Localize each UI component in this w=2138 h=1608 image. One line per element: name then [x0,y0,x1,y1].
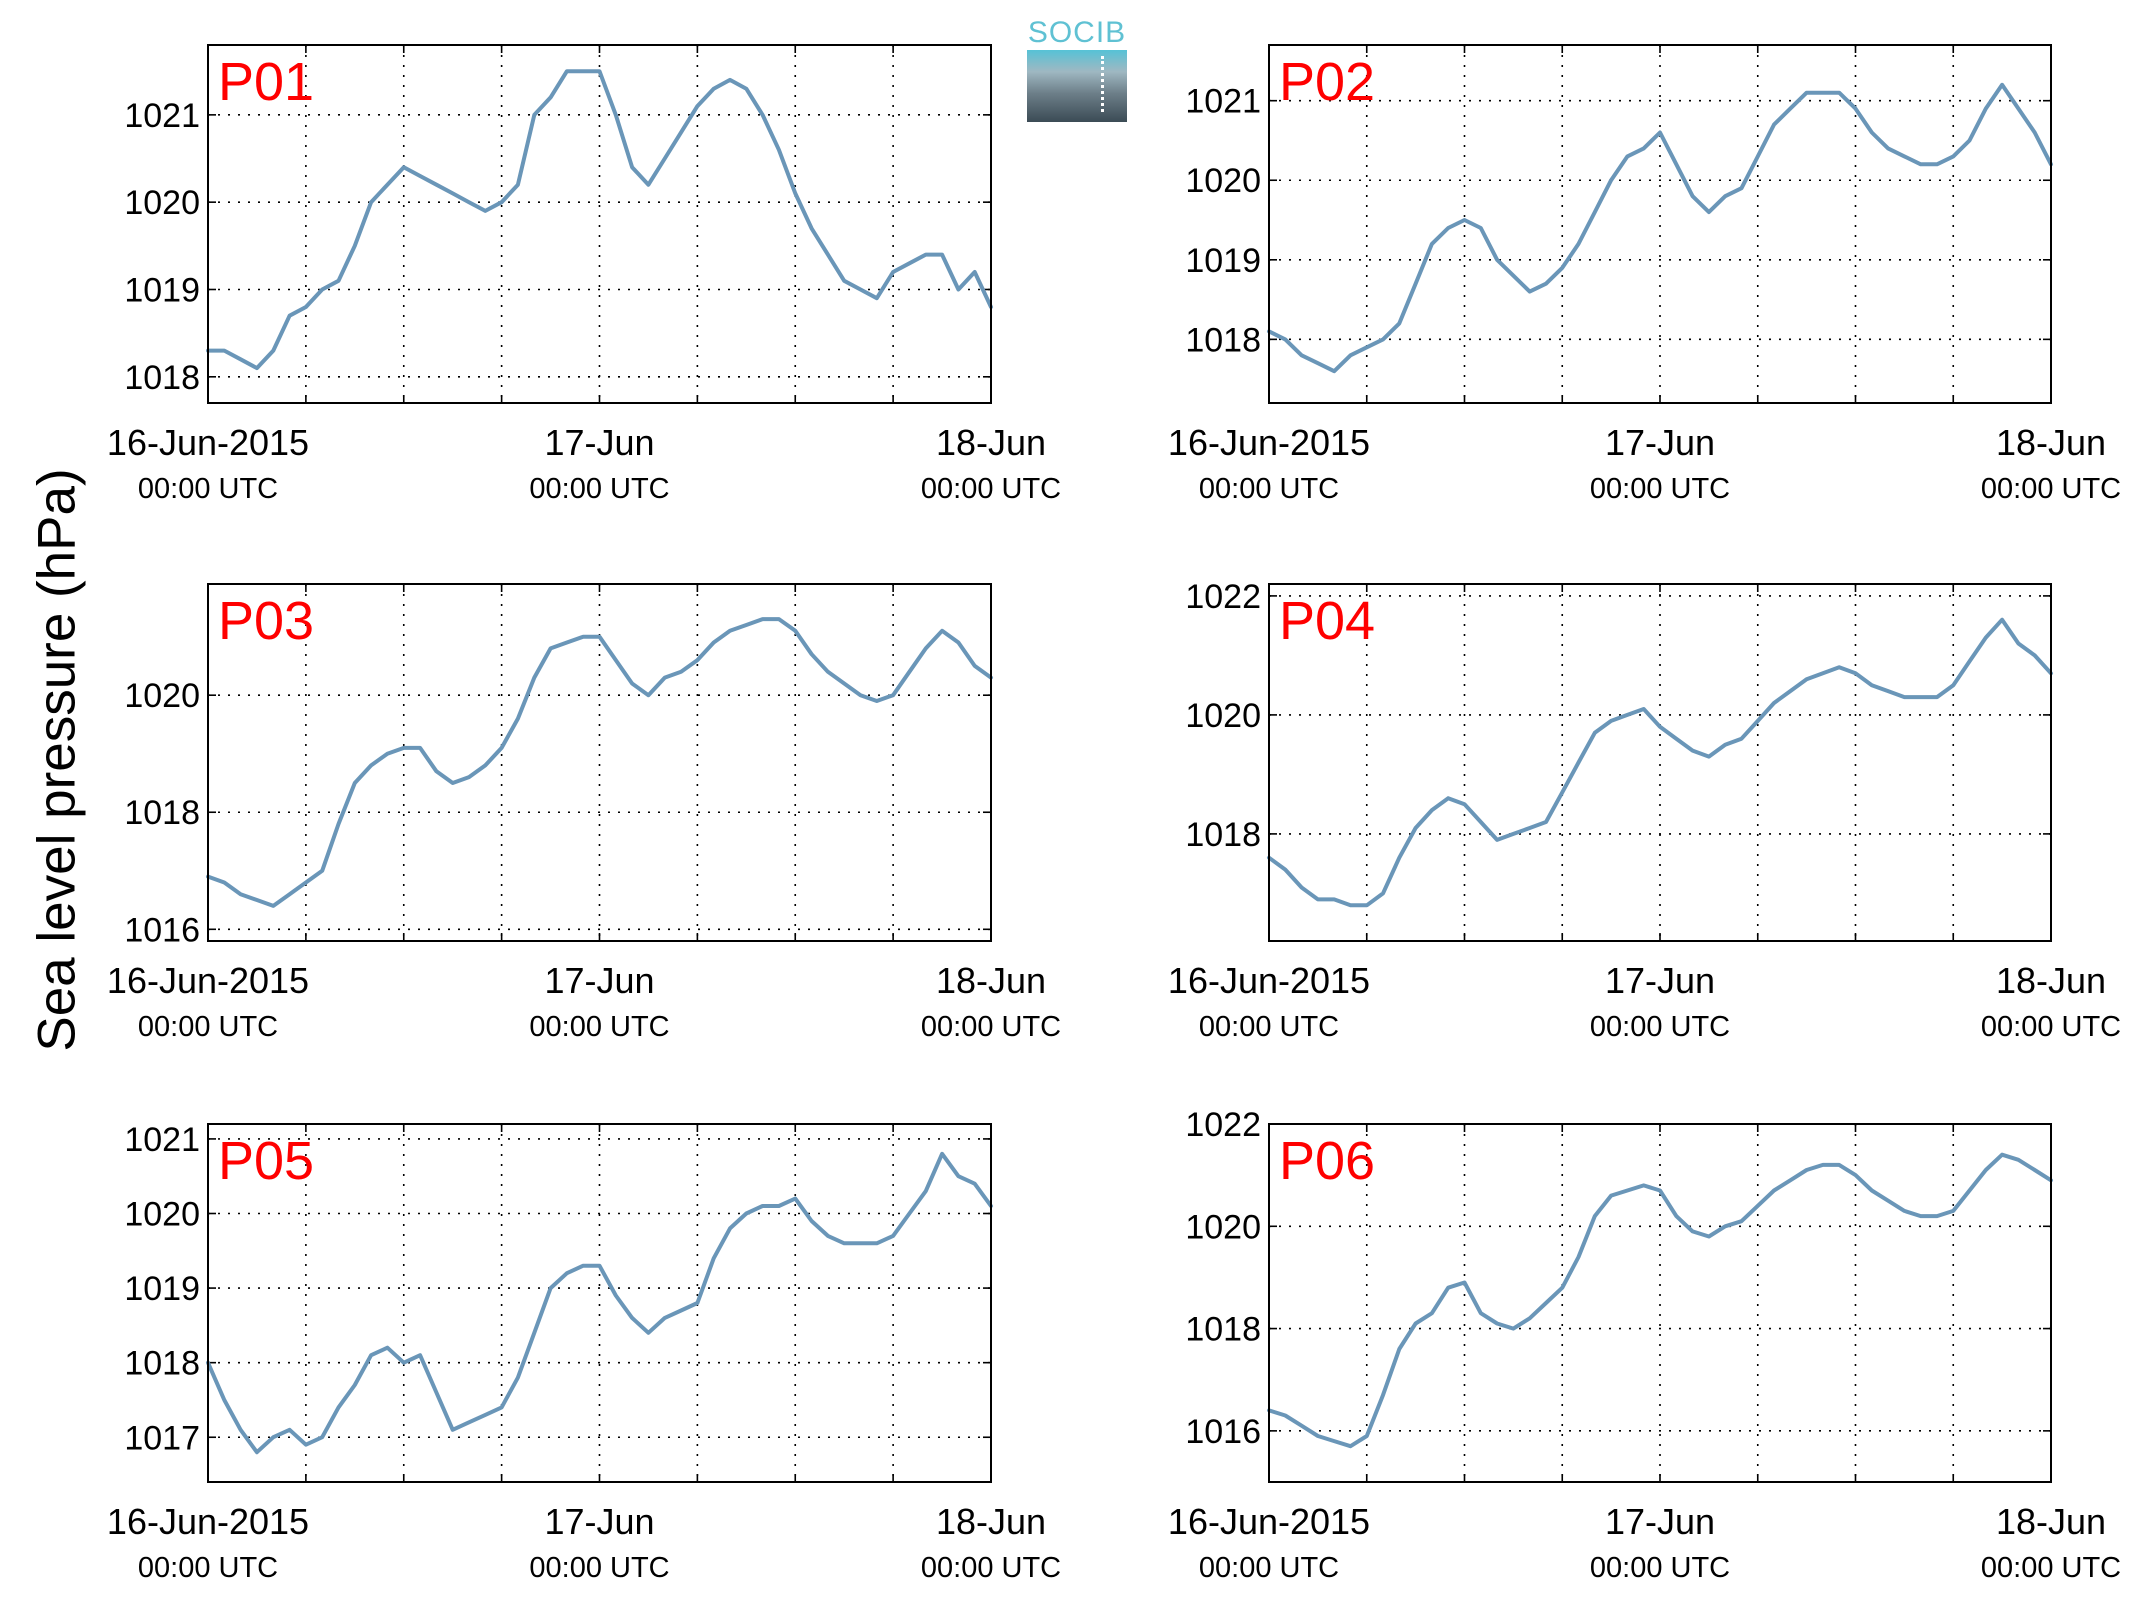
y-tick-label: 1020 [124,677,200,715]
x-tick-sublabel: 00:00 UTC [529,1552,669,1584]
logo-block [1027,50,1127,122]
x-tick-label: 16-Jun-2015 [1168,960,1370,1001]
x-tick-label: 18-Jun [1996,960,2106,1001]
x-tick-sublabel: 00:00 UTC [1199,473,1339,505]
y-tick-label: 1018 [1185,1311,1261,1349]
y-tick-label: 1020 [124,1196,200,1234]
socib-logo: SOCIB [1026,16,1128,122]
y-tick-label: 1021 [124,97,200,135]
x-tick-sublabel: 00:00 UTC [921,473,1061,505]
panel-label: P02 [1279,52,1375,112]
x-tick-label: 17-Jun [1605,1501,1715,1542]
x-tick-label: 16-Jun-2015 [1168,422,1370,463]
y-tick-label: 1021 [1185,83,1261,121]
x-tick-sublabel: 00:00 UTC [1981,1011,2121,1043]
x-tick-label: 18-Jun [936,960,1046,1001]
x-tick-label: 16-Jun-2015 [107,1501,309,1542]
panel-label: P05 [218,1131,314,1191]
x-tick-sublabel: 00:00 UTC [921,1011,1061,1043]
y-tick-label: 1019 [124,271,200,309]
x-tick-sublabel: 00:00 UTC [1590,473,1730,505]
x-tick-label: 16-Jun-2015 [107,960,309,1001]
panel-label: P04 [1279,591,1375,651]
series-line [206,69,993,371]
y-tick-label: 1016 [124,911,200,949]
x-tick-label: 17-Jun [544,422,654,463]
logo-text: SOCIB [1027,16,1127,49]
x-tick-sublabel: 00:00 UTC [138,1552,278,1584]
plot-frame [1268,583,2052,942]
y-tick-label: 1021 [124,1121,200,1159]
y-tick-label: 1019 [1185,242,1261,280]
plot-frame [207,44,992,404]
y-tick-label: 1018 [1185,321,1261,359]
panel-label: P01 [218,52,314,112]
x-tick-sublabel: 00:00 UTC [138,1011,278,1043]
y-tick-label: 1020 [1185,1208,1261,1246]
x-tick-sublabel: 00:00 UTC [921,1552,1061,1584]
series-line [1267,617,2053,908]
logo-dots [1101,56,1104,112]
y-tick-label: 1020 [1185,697,1261,735]
x-tick-sublabel: 00:00 UTC [1590,1552,1730,1584]
x-tick-sublabel: 00:00 UTC [1981,473,2121,505]
x-tick-label: 18-Jun [1996,1501,2106,1542]
x-tick-sublabel: 00:00 UTC [1981,1552,2121,1584]
x-tick-label: 17-Jun [1605,960,1715,1001]
y-tick-label: 1018 [124,359,200,397]
y-tick-label: 1017 [124,1419,200,1457]
x-tick-sublabel: 00:00 UTC [529,473,669,505]
y-tick-label: 1018 [124,794,200,832]
plot-frame [207,1123,992,1483]
y-tick-label: 1022 [1185,1106,1261,1144]
plot-frame [1268,1123,2052,1483]
y-tick-label: 1020 [1185,162,1261,200]
y-tick-label: 1019 [124,1270,200,1308]
series-line [1267,1152,2053,1449]
x-tick-label: 18-Jun [936,1501,1046,1542]
y-tick-label: 1020 [124,184,200,222]
x-tick-label: 16-Jun-2015 [107,422,309,463]
panel-label: P03 [218,591,314,651]
y-tick-label: 1016 [1185,1413,1261,1451]
x-tick-label: 18-Jun [936,422,1046,463]
x-tick-sublabel: 00:00 UTC [529,1011,669,1043]
plot-frame [207,583,992,942]
x-tick-label: 17-Jun [1605,422,1715,463]
y-tick-label: 1018 [124,1345,200,1383]
series-line [206,1151,993,1455]
x-tick-sublabel: 00:00 UTC [1590,1011,1730,1043]
x-tick-label: 17-Jun [544,1501,654,1542]
x-tick-sublabel: 00:00 UTC [1199,1552,1339,1584]
y-tick-label: 1022 [1185,578,1261,616]
series-line [206,617,993,908]
x-tick-label: 16-Jun-2015 [1168,1501,1370,1542]
x-tick-label: 18-Jun [1996,422,2106,463]
panel-label: P06 [1279,1131,1375,1191]
x-tick-label: 17-Jun [544,960,654,1001]
series-line [1267,82,2053,374]
x-tick-sublabel: 00:00 UTC [1199,1011,1339,1043]
plot-frame [1268,44,2052,404]
x-tick-sublabel: 00:00 UTC [138,473,278,505]
y-tick-label: 1018 [1185,816,1261,854]
